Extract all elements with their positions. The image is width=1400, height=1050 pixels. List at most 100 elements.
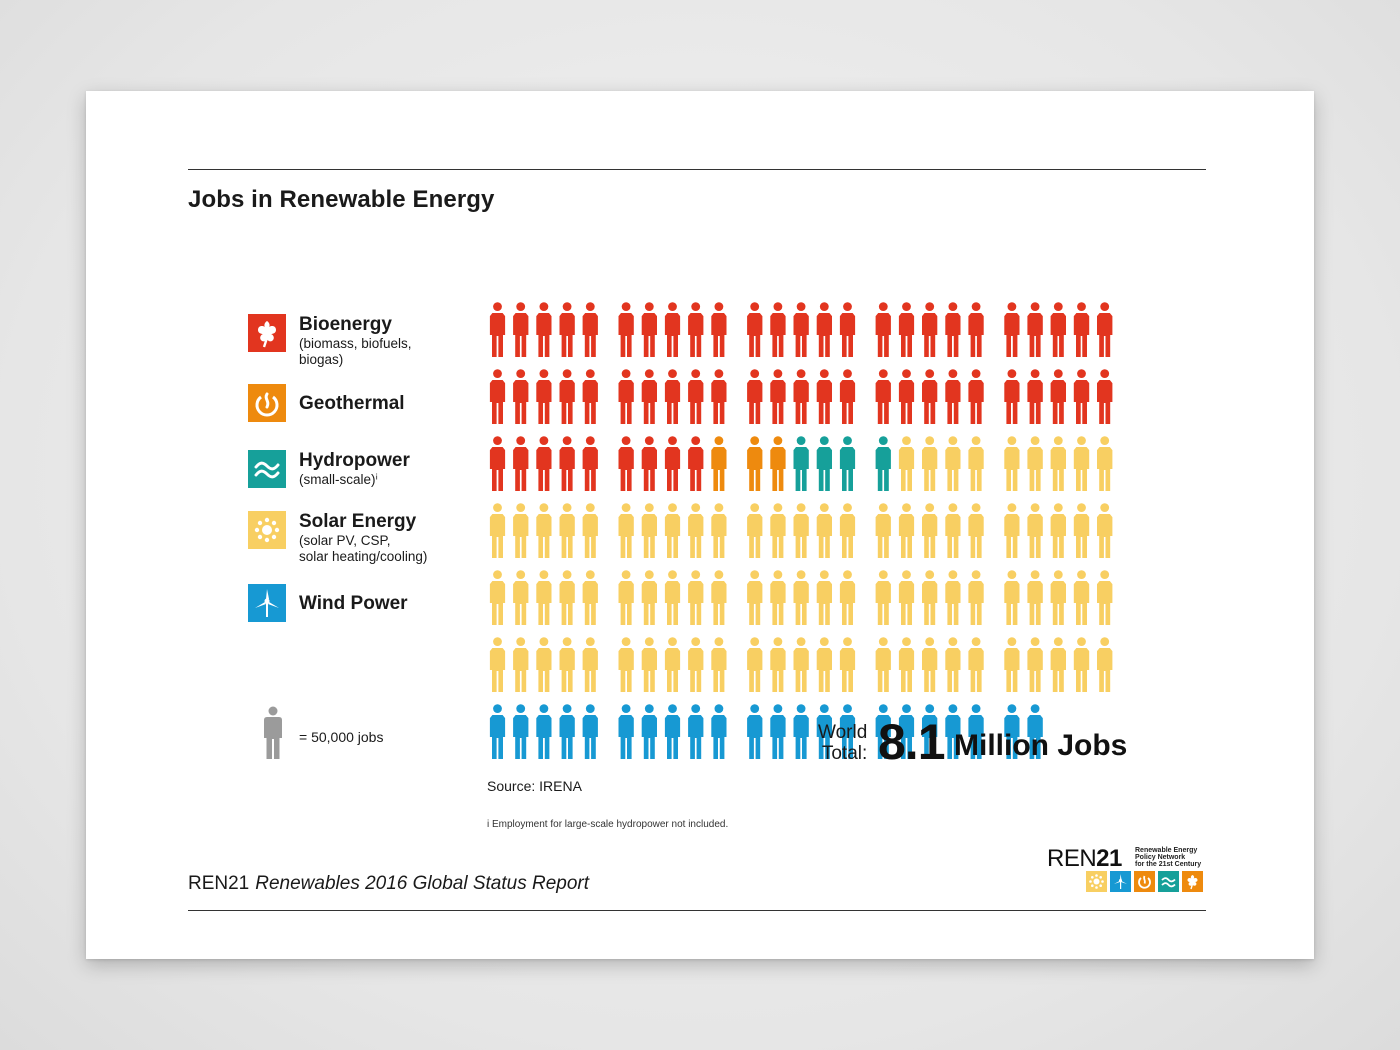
ren21-logo: REN21 Renewable Energy Policy Network fo… [1047,845,1207,893]
person-mark-solar-energy [1004,503,1020,558]
person-mark-bioenergy [770,302,786,357]
person-mark-bioenergy [922,369,938,424]
sun-icon [248,511,286,549]
person-mark-bioenergy [618,369,634,424]
person-mark-solar-energy [688,570,704,625]
person-mark-wind-power [688,704,704,759]
person-mark-bioenergy [688,369,704,424]
person-mark-solar-energy [641,637,657,692]
person-mark-solar-energy [1027,503,1043,558]
person-mark-solar-energy [770,570,786,625]
total-value: 8.1 [878,714,946,770]
person-mark-bioenergy [1004,302,1020,357]
person-mark-bioenergy [711,302,727,357]
person-mark-hydropower [816,436,832,491]
person-mark-solar-energy [536,637,552,692]
person-mark-solar-energy [968,503,984,558]
person-mark-solar-energy [922,436,938,491]
person-mark-wind-power [641,704,657,759]
person-mark-bioenergy [664,436,681,491]
person-mark-solar-energy [1050,637,1066,692]
person-mark-solar-energy [922,570,938,625]
person-mark-solar-energy [875,570,891,625]
leaf-icon [248,314,286,352]
person-mark-solar-energy [816,570,832,625]
page-title: Jobs in Renewable Energy [188,186,495,213]
person-mark-bioenergy [513,436,529,491]
person-mark-bioenergy [618,302,634,357]
person-mark-wind-power [968,704,984,759]
legend-name: Solar Energy [299,511,417,532]
person-mark-bioenergy [1050,369,1066,424]
person-mark-solar-energy [618,503,634,558]
person-mark-bioenergy [839,302,856,357]
person-mark-solar-energy [898,570,915,625]
logo-geothermal-icon [1134,871,1155,892]
person-mark-bioenergy [898,369,915,424]
person-mark-bioenergy [489,302,506,357]
person-mark-solar-energy [945,570,961,625]
total-label-line2: Total: [821,743,868,764]
person-mark-bioenergy [559,436,575,491]
person-mark-hydropower [839,436,856,491]
person-mark-bioenergy [898,302,915,357]
person-mark-wind-power [582,704,598,759]
person-mark-solar-energy [793,637,809,692]
person-mark-solar-energy [582,503,598,558]
person-mark-solar-energy [747,570,763,625]
person-mark-solar-energy [1004,570,1020,625]
person-mark-solar-energy [898,436,915,491]
person-mark-solar-energy [1097,570,1113,625]
footnote: i Employment for large-scale hydropower … [487,819,729,830]
person-mark-solar-energy [770,637,786,692]
bottom-rule [188,910,1206,911]
person-mark-solar-energy [793,503,809,558]
legend-subtitle: (solar PV, CSP, solar heating/cooling) [299,533,428,564]
footer-org: REN21 [188,873,250,894]
person-mark-solar-energy [582,570,598,625]
logo-wordmark: REN21 [1047,845,1122,872]
person-mark-geothermal [711,436,727,491]
person-mark-solar-energy [559,637,575,692]
scale-label: = 50,000 jobs [299,729,384,745]
person-mark-solar-energy [1004,436,1020,491]
person-mark-wind-power [711,704,727,759]
person-mark-solar-energy [1073,436,1090,491]
person-mark-bioenergy [816,369,832,424]
person-mark-bioenergy [945,369,961,424]
wave-icon [248,450,286,488]
logo-wind-icon [1110,871,1131,892]
person-mark-solar-energy [489,503,506,558]
legend-subtitle: (small-scale)ⁱ [299,472,378,487]
person-mark-solar-energy [1027,436,1043,491]
person-mark-solar-energy [489,637,506,692]
person-mark-solar-energy [664,503,681,558]
person-mark-bioenergy [747,302,763,357]
total-label-line1: World [818,722,868,743]
person-mark-solar-energy [968,436,984,491]
person-mark-wind-power [536,704,552,759]
person-mark-bioenergy [489,369,506,424]
person-mark-solar-energy [641,570,657,625]
person-mark-bioenergy [875,369,891,424]
person-mark-bioenergy [1097,369,1113,424]
person-mark-solar-energy [839,570,856,625]
person-mark-wind-power [875,704,891,759]
geothermal-icon [248,384,286,422]
person-mark-solar-energy [1050,436,1066,491]
person-mark-bioenergy [513,369,529,424]
person-mark-solar-energy [1097,637,1113,692]
person-mark-bioenergy [664,369,681,424]
person-icon [264,706,282,759]
person-mark-solar-energy [513,637,529,692]
person-mark-wind-power [1027,704,1043,759]
person-mark-solar-energy [747,637,763,692]
person-mark-solar-energy [922,503,938,558]
person-mark-bioenergy [688,436,704,491]
person-mark-solar-energy [559,570,575,625]
person-mark-bioenergy [747,369,763,424]
person-mark-bioenergy [922,302,938,357]
person-mark-wind-power [770,704,786,759]
world-total-label: World Total: [818,722,867,764]
